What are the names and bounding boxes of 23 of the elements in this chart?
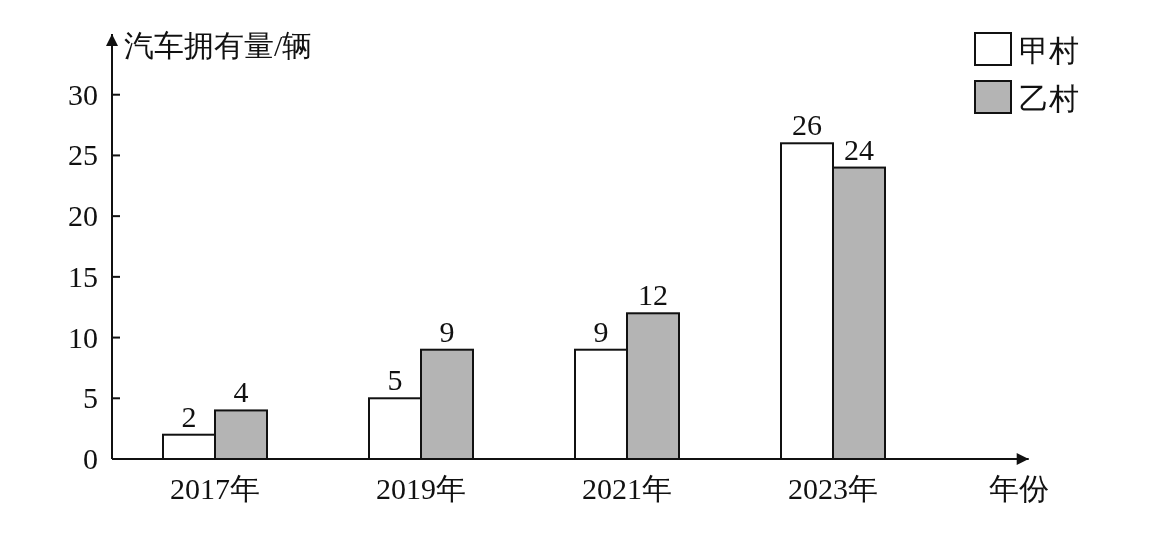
- data-label: 4: [233, 375, 249, 409]
- y-axis-title: 汽车拥有量/辆: [124, 29, 313, 62]
- data-label: 12: [638, 278, 668, 312]
- data-label: 26: [792, 108, 822, 142]
- data-label: 9: [439, 314, 455, 348]
- data-label: 9: [593, 314, 609, 348]
- y-tick-label: 5: [83, 381, 98, 415]
- x-tick-label: 2019年: [376, 472, 466, 505]
- x-tick-label: 2023年: [788, 472, 878, 505]
- legend-label: 乙村: [1019, 82, 1079, 115]
- x-axis-title: 年份: [988, 472, 1049, 505]
- y-tick-label: 15: [68, 259, 98, 293]
- data-label: 24: [844, 132, 874, 166]
- y-tick-label: 30: [68, 77, 98, 111]
- data-label: 2: [181, 399, 197, 433]
- legend-label: 甲村: [1019, 34, 1079, 67]
- x-tick-label: 2017年: [170, 472, 260, 505]
- data-label: 5: [387, 363, 403, 397]
- y-tick-label: 0: [83, 442, 98, 475]
- y-tick-label: 25: [68, 138, 98, 172]
- x-tick-label: 2021年: [582, 472, 672, 505]
- y-tick-label: 10: [68, 320, 98, 354]
- y-tick-label: 20: [68, 199, 98, 233]
